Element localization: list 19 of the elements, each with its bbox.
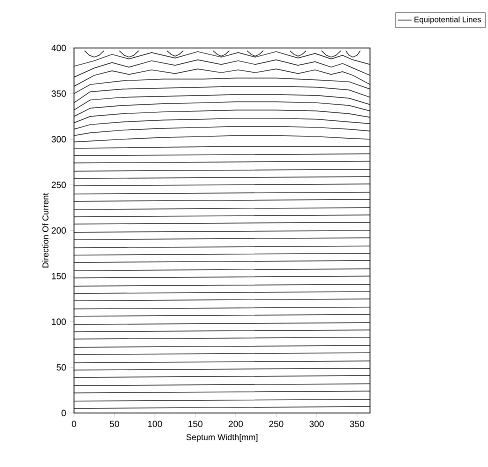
- x-tick-label: 300: [309, 420, 324, 428]
- x-tick-label: 0: [72, 420, 76, 428]
- y-tick-label: 350: [52, 90, 66, 97]
- y-tick-label: 0: [62, 410, 66, 416]
- x-axis-title: Septum Width[mm]: [186, 434, 258, 442]
- y-tick-label: 300: [52, 136, 66, 142]
- y-tick-label: 200: [52, 227, 66, 234]
- y-tick-label: 150: [52, 272, 66, 280]
- x-tick-label: 250: [269, 420, 284, 428]
- y-axis-title: Direction Of Current: [42, 192, 48, 268]
- x-tick-label: 350: [350, 420, 364, 428]
- x-tick-label: 50: [110, 420, 120, 428]
- y-tick-label: 50: [56, 364, 66, 371]
- y-tick-label: 250: [52, 182, 66, 188]
- y-tick-label: 400: [51, 44, 66, 52]
- x-tick-label: 150: [188, 420, 202, 428]
- x-tick-label: 100: [148, 420, 162, 428]
- x-tick-label: 200: [228, 420, 243, 428]
- y-tick-label: 100: [52, 318, 66, 325]
